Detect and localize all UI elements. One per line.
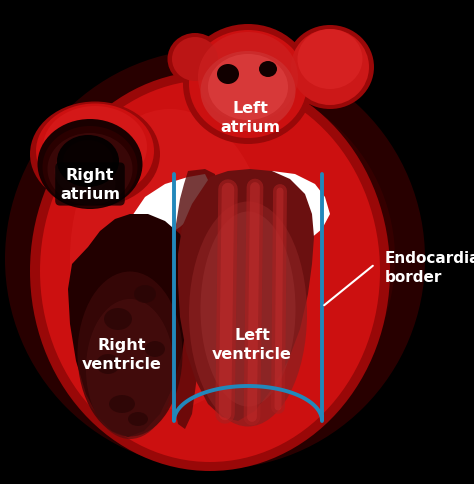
Polygon shape	[170, 170, 218, 429]
Ellipse shape	[198, 33, 298, 123]
Ellipse shape	[55, 148, 109, 196]
Ellipse shape	[183, 25, 313, 145]
Ellipse shape	[189, 31, 307, 139]
Ellipse shape	[104, 308, 132, 330]
Ellipse shape	[208, 55, 288, 121]
Text: Left
ventricle: Left ventricle	[212, 328, 292, 361]
Text: Left
atrium: Left atrium	[220, 101, 280, 135]
Ellipse shape	[47, 134, 133, 206]
Ellipse shape	[30, 102, 160, 207]
Text: Right
ventricle: Right ventricle	[82, 337, 162, 371]
Ellipse shape	[217, 65, 239, 85]
Polygon shape	[250, 172, 330, 252]
Ellipse shape	[43, 127, 137, 209]
Ellipse shape	[37, 120, 143, 210]
Ellipse shape	[291, 30, 369, 106]
Ellipse shape	[5, 50, 425, 469]
Ellipse shape	[36, 104, 154, 199]
Polygon shape	[178, 170, 314, 421]
Ellipse shape	[189, 202, 307, 426]
Text: Right
atrium: Right atrium	[60, 168, 120, 201]
Ellipse shape	[35, 80, 395, 439]
Ellipse shape	[70, 110, 270, 409]
Polygon shape	[130, 175, 210, 247]
Ellipse shape	[78, 272, 182, 437]
Ellipse shape	[40, 81, 380, 462]
Ellipse shape	[298, 30, 363, 90]
Ellipse shape	[63, 141, 113, 182]
Polygon shape	[68, 214, 190, 437]
Ellipse shape	[128, 412, 148, 426]
Ellipse shape	[172, 38, 218, 82]
Ellipse shape	[86, 300, 174, 439]
Ellipse shape	[201, 212, 295, 407]
Ellipse shape	[96, 354, 120, 374]
Ellipse shape	[81, 170, 116, 199]
Ellipse shape	[145, 341, 165, 357]
Ellipse shape	[201, 52, 295, 132]
Ellipse shape	[57, 136, 119, 188]
Ellipse shape	[30, 72, 390, 471]
Ellipse shape	[259, 62, 277, 78]
Ellipse shape	[43, 107, 147, 189]
Text: Endocardial
border: Endocardial border	[385, 251, 474, 284]
Ellipse shape	[286, 26, 374, 110]
Ellipse shape	[109, 395, 135, 413]
Ellipse shape	[134, 286, 156, 303]
Ellipse shape	[167, 34, 222, 86]
